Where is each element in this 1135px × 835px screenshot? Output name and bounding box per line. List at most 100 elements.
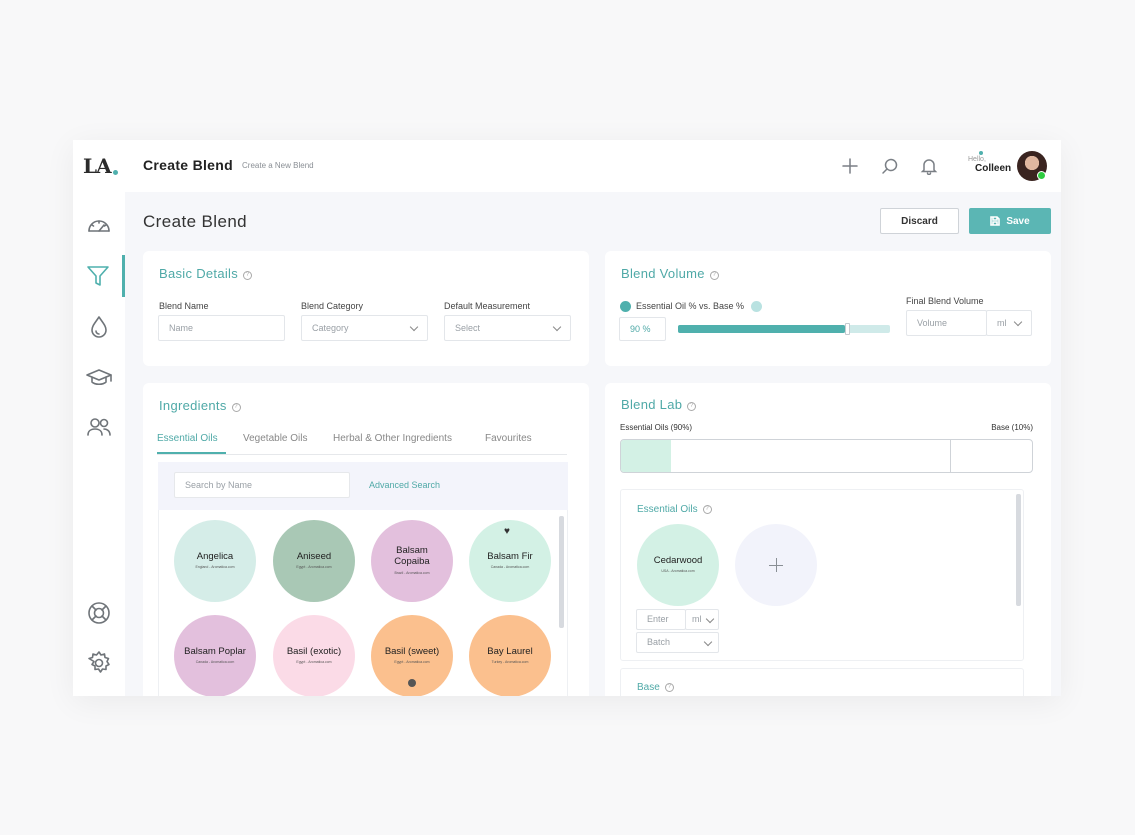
tab-favourites[interactable]: Favourites	[485, 433, 532, 444]
sidebar-item-settings[interactable]	[73, 642, 125, 684]
oil-card-angelica[interactable]: Angelica England - Aromatica.com	[174, 520, 256, 602]
oil-card-basil-exotic[interactable]: Basil (exotic) Egypt - Aromatica.com	[273, 615, 355, 696]
notifications-button[interactable]	[920, 157, 938, 176]
greeting: Hello,	[968, 156, 986, 163]
blend-name-input[interactable]: Name	[158, 315, 285, 341]
amount-input[interactable]: Enter	[636, 609, 686, 630]
oil-card-aniseed[interactable]: Aniseed Egypt - Aromatica.com	[273, 520, 355, 602]
oil-origin: Brazil - Aromatica.com	[394, 571, 430, 575]
oil-card-basil-sweet[interactable]: Basil (sweet) Egypt - Aromatica.com	[371, 615, 453, 696]
ratio-label: Essential Oil % vs. Base %	[636, 301, 745, 311]
oil-origin: Canada - Aromatica.com	[490, 565, 530, 569]
online-status-dot	[1037, 171, 1046, 180]
oil-name: Balsam Fir	[487, 551, 533, 562]
chevron-down-icon	[409, 322, 419, 332]
final-volume-label: Final Blend Volume	[906, 296, 984, 306]
chevron-down-icon	[703, 637, 713, 647]
oil-card-balsam-poplar[interactable]: Balsam Poplar Canada - Aromatica.com	[174, 615, 256, 696]
batch-placeholder: Batch	[647, 637, 671, 647]
app-window: LA Create Blend Create a New Blend	[73, 140, 1061, 696]
ingredients-title-text: Ingredients	[159, 398, 227, 413]
plus-icon	[842, 158, 858, 174]
oil-name: Basil (sweet)	[384, 646, 440, 657]
sidebar-item-dashboard[interactable]	[73, 205, 125, 247]
oil-card-bay-laurel[interactable]: Bay Laurel Turkey - Aromatica.com	[469, 615, 551, 696]
ratio-percent-input[interactable]: 90 %	[619, 317, 666, 341]
blend-volume-title-text: Blend Volume	[621, 266, 705, 281]
sidebar-item-oils[interactable]	[73, 306, 125, 348]
help-icon[interactable]: ?	[664, 683, 674, 692]
basic-details-title: Basic Details?	[159, 266, 253, 281]
essential-oils-panel: Essential Oils? Cedarwood USA - Aromatic…	[620, 489, 1024, 661]
volume-unit-select[interactable]: ml	[986, 310, 1032, 336]
floppy-disk-icon	[990, 216, 1001, 226]
tab-herbal-other[interactable]: Herbal & Other Ingredients	[333, 433, 452, 444]
search-icon	[882, 158, 898, 174]
top-bar: Create Blend Create a New Blend Hello, C…	[125, 140, 1061, 192]
save-button-label: Save	[1006, 215, 1030, 227]
oil-card-balsam-fir[interactable]: Balsam Fir Canada - Aromatica.com ♥	[469, 520, 551, 602]
search-button[interactable]	[881, 157, 899, 175]
blend-category-select[interactable]: Category	[301, 315, 428, 341]
logo-dot	[113, 170, 118, 175]
topbar-title: Create Blend	[143, 157, 233, 173]
sidebar-item-community[interactable]	[73, 406, 125, 448]
sidebar-item-blends[interactable]	[73, 255, 125, 297]
add-oil-button[interactable]	[735, 524, 817, 606]
base-section-text: Base	[637, 682, 660, 693]
oil-name: Bay Laurel	[487, 646, 533, 657]
blend-lab-title-text: Blend Lab	[621, 397, 683, 412]
oil-origin: Egypt - Aromatica.com	[394, 660, 430, 664]
users-icon	[87, 418, 111, 436]
scrollbar[interactable]	[559, 516, 564, 628]
volume-input[interactable]: Volume	[906, 310, 987, 336]
oil-name: Balsam Copaiba	[394, 545, 430, 567]
selected-oil-cedarwood[interactable]: Cedarwood USA - Aromatica.com	[637, 524, 719, 606]
add-button[interactable]	[841, 157, 859, 175]
oil-name: Aniseed	[296, 551, 332, 562]
essential-oil-dot	[620, 301, 631, 312]
help-icon[interactable]: ?	[709, 271, 719, 280]
tab-essential-oils[interactable]: Essential Oils	[157, 433, 218, 444]
essential-oils-section-title: Essential Oils?	[637, 504, 712, 515]
oil-origin: Turkey - Aromatica.com	[491, 660, 529, 664]
chevron-down-icon	[552, 322, 562, 332]
gear-icon	[88, 651, 110, 673]
heart-icon[interactable]: ♥	[504, 526, 510, 537]
ingredients-title: Ingredients?	[159, 398, 241, 413]
base-section-title: Base?	[637, 682, 674, 693]
help-icon[interactable]: ?	[687, 402, 697, 411]
category-placeholder: Category	[312, 323, 349, 333]
tab-vegetable-oils[interactable]: Vegetable Oils	[243, 433, 308, 444]
blend-volume-title: Blend Volume?	[621, 266, 719, 281]
batch-select[interactable]: Batch	[636, 632, 719, 653]
oil-origin: Egypt - Aromatica.com	[296, 660, 332, 664]
globe-icon	[408, 679, 416, 687]
blend-category-label: Blend Category	[301, 301, 364, 311]
oil-name: Balsam Poplar	[184, 646, 246, 657]
discard-button[interactable]: Discard	[880, 208, 959, 234]
oil-name: Cedarwood	[653, 555, 703, 566]
user-name[interactable]: Colleen	[975, 163, 1012, 174]
oil-card-balsam-copaiba[interactable]: Balsam Copaiba Brazil - Aromatica.com	[371, 520, 453, 602]
oil-origin: England - Aromatica.com	[195, 565, 235, 569]
sidebar-item-education[interactable]	[73, 356, 125, 398]
ingredients-card: Ingredients? Essential Oils Vegetable Oi…	[143, 383, 589, 696]
advanced-search-link[interactable]: Advanced Search	[369, 480, 441, 490]
help-icon[interactable]: ?	[243, 271, 253, 280]
search-input[interactable]: Search by Name	[174, 472, 350, 498]
help-icon[interactable]: ?	[702, 505, 712, 514]
scrollbar[interactable]	[1016, 494, 1021, 606]
sidebar-item-support[interactable]	[73, 592, 125, 634]
page-title: Create Blend	[143, 212, 248, 231]
basic-details-card: Basic Details? Blend Name Name Blend Cat…	[143, 251, 589, 366]
save-button[interactable]: Save	[969, 208, 1051, 234]
default-measurement-select[interactable]: Select	[444, 315, 571, 341]
sidebar: LA	[73, 140, 125, 696]
amount-unit-select[interactable]: ml	[685, 609, 719, 630]
help-icon[interactable]: ?	[231, 403, 241, 412]
ratio-slider[interactable]	[678, 323, 890, 335]
blend-ratio-bar	[620, 439, 1033, 473]
ratio-slider-handle[interactable]	[844, 323, 850, 335]
oil-name: Basil (exotic)	[286, 646, 342, 657]
